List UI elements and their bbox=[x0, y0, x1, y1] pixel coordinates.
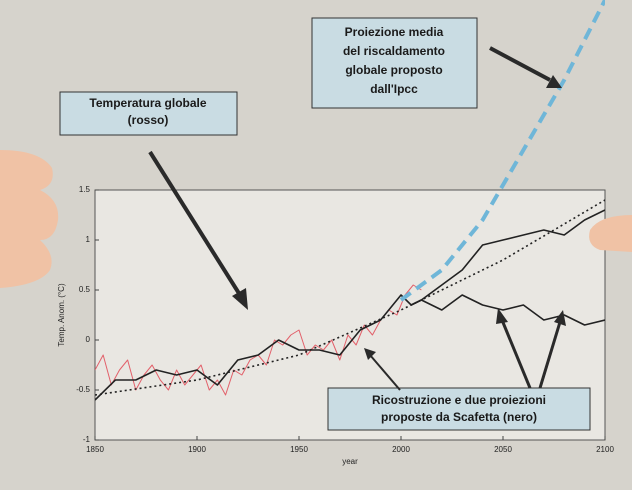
annotation-box bbox=[327, 387, 591, 431]
annotation-text: Proiezione media bbox=[345, 25, 444, 39]
annotation-text: (rosso) bbox=[128, 113, 169, 127]
y-tick-label: -0.5 bbox=[76, 385, 90, 394]
x-tick-label: 1850 bbox=[86, 445, 104, 454]
x-tick-label: 2050 bbox=[494, 445, 512, 454]
data-line bbox=[95, 209, 605, 401]
x-tick-label: 1950 bbox=[290, 445, 308, 454]
annotation-box bbox=[59, 91, 238, 136]
annotation-text: proposte da Scafetta (nero) bbox=[381, 410, 537, 424]
data-line bbox=[410, 294, 605, 326]
annotation-box bbox=[311, 17, 478, 109]
y-tick-label: 0 bbox=[86, 335, 91, 344]
data-line bbox=[399, 0, 605, 302]
y-tick-label: -1 bbox=[83, 435, 91, 444]
x-tick-label: 1900 bbox=[188, 445, 206, 454]
annotation-text: Temperatura globale bbox=[89, 96, 206, 110]
y-axis-label: Temp. Anom. (°C) bbox=[57, 283, 66, 347]
annotation-text: Ricostruzione e due proiezioni bbox=[372, 393, 546, 407]
x-tick-label: 2100 bbox=[596, 445, 614, 454]
hand-left bbox=[0, 150, 59, 288]
x-axis-label: year bbox=[342, 457, 358, 466]
y-tick-label: 0.5 bbox=[79, 285, 91, 294]
annotation-text: globale proposto bbox=[345, 63, 442, 77]
x-tick-label: 2000 bbox=[392, 445, 410, 454]
annotation-text: del riscaldamento bbox=[343, 44, 445, 58]
y-tick-label: 1 bbox=[86, 235, 91, 244]
hand-right bbox=[589, 215, 632, 252]
arrows bbox=[148, 46, 566, 391]
annotation-text: dall'Ipcc bbox=[370, 82, 418, 96]
data-line bbox=[95, 199, 605, 396]
y-tick-label: 1.5 bbox=[79, 185, 91, 194]
